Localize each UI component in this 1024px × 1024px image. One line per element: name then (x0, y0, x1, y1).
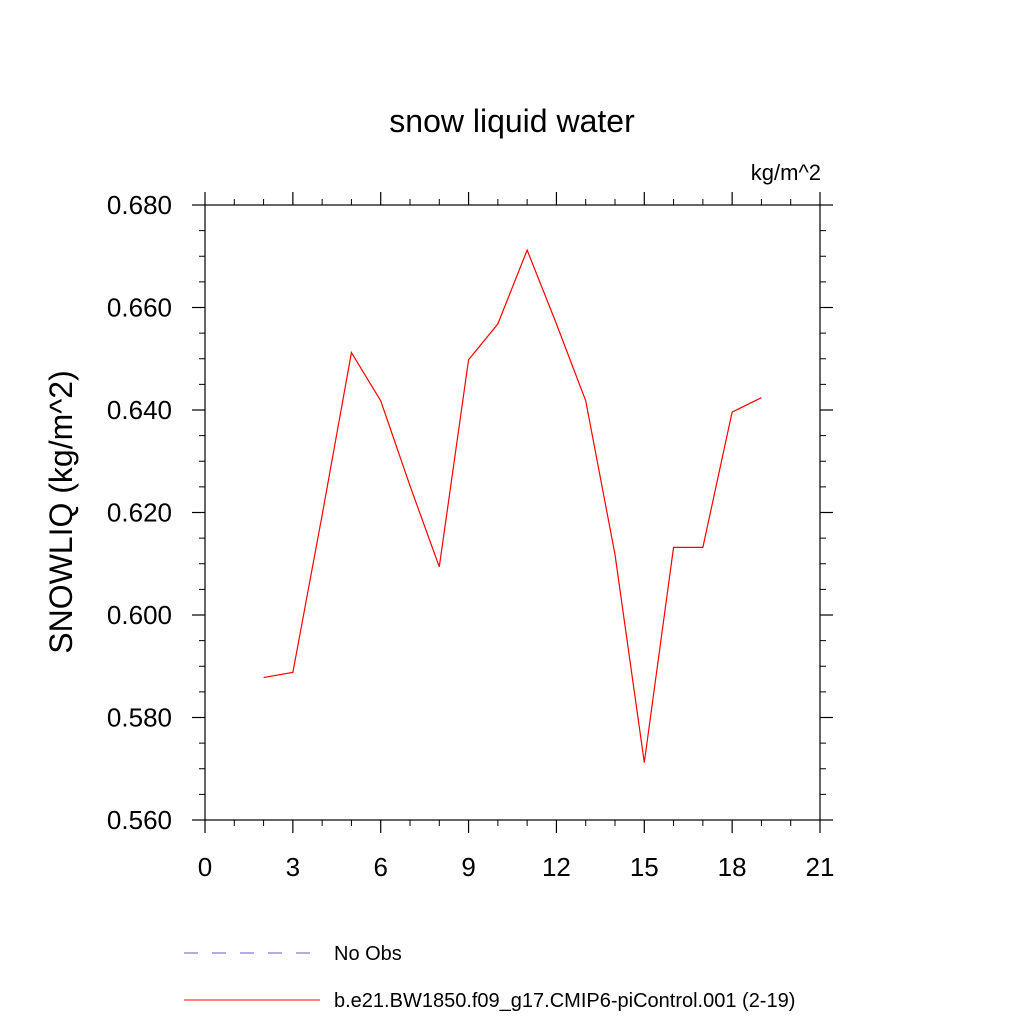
x-tick-label: 3 (286, 852, 300, 882)
units-label: kg/m^2 (751, 160, 821, 185)
axis-ticks: 0 3 6 9 12 15 18 21 0.560 0.580 0.600 0.620 0.640 0.6… (107, 190, 835, 882)
x-tick-label: 6 (373, 852, 387, 882)
plot-frame (204, 204, 821, 821)
series-layer (263, 248, 762, 763)
y-tick-label: 0.680 (107, 190, 172, 220)
x-tick-label: 12 (542, 852, 571, 882)
x-tick-label: 21 (806, 852, 835, 882)
series-line-1 (263, 248, 762, 763)
y-tick-label: 0.580 (107, 703, 172, 733)
y-tick-label: 0.660 (107, 293, 172, 323)
y-tick-label: 0.640 (107, 395, 172, 425)
y-tick-label: 0.600 (107, 600, 172, 630)
x-tick-label: 9 (461, 852, 475, 882)
chart-title: snow liquid water (389, 103, 635, 139)
x-tick-label: 15 (630, 852, 659, 882)
x-tick-label: 0 (198, 852, 212, 882)
y-tick-label: 0.620 (107, 498, 172, 528)
x-tick-label: 18 (718, 852, 747, 882)
legend-label-0: No Obs (334, 943, 402, 965)
legend-label-1: b.e21.BW1850.f09_g17.CMIP6-piControl.001… (334, 990, 795, 1012)
legend: No Obs b.e21.BW1850.f09_g17.CMIP6-piContr… (184, 943, 795, 1012)
y-axis-label: SNOWLIQ (kg/m^2) (43, 370, 79, 653)
y-tick-label: 0.560 (107, 805, 172, 835)
